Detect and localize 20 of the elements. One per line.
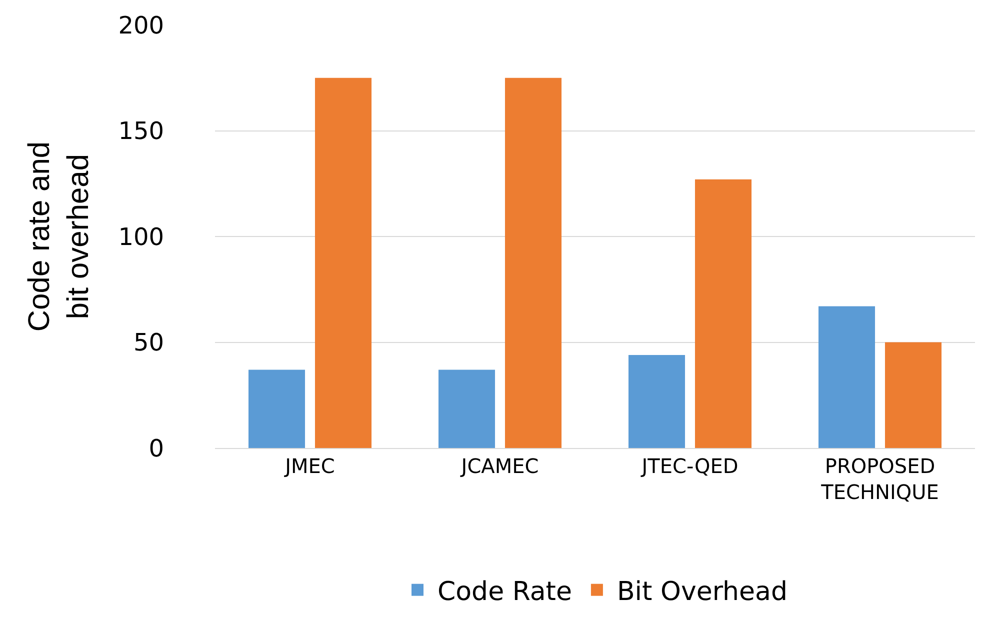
y-tick-label: 200 [118, 11, 164, 40]
x-tick-label: JCAMEC [459, 454, 539, 478]
bar [818, 306, 876, 448]
x-tick-label: JMEC [283, 454, 335, 478]
x-tick-label: PROPOSED TECHNIQUE [820, 454, 939, 504]
legend-label: Bit Overhead [616, 576, 788, 607]
bar [628, 354, 686, 448]
bar [504, 78, 562, 448]
legend-label: Code Rate [438, 576, 572, 607]
y-tick-label: 0 [148, 434, 164, 462]
y-tick-label: 150 [118, 117, 164, 146]
bar [884, 342, 942, 448]
bar [248, 370, 306, 448]
bar [694, 179, 752, 448]
bar [314, 78, 372, 448]
y-tick-label: 50 [133, 328, 164, 357]
y-tick-label: 100 [118, 222, 164, 251]
y-axis-title: Code rate and bit overhead [23, 141, 96, 332]
x-tick-label: JTEC-QED [640, 454, 738, 478]
bar [438, 370, 496, 448]
